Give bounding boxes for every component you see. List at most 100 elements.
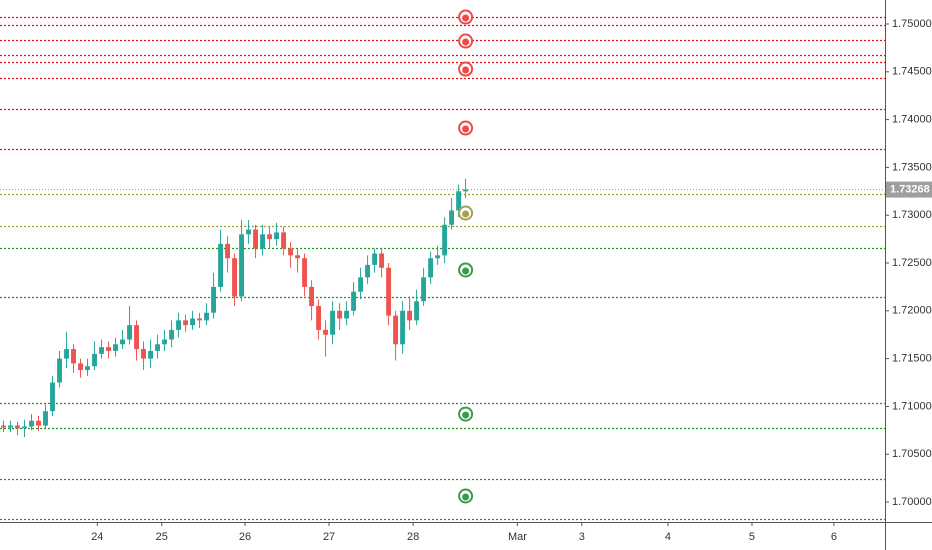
candle-body <box>183 320 188 326</box>
candle-body <box>414 301 420 321</box>
candle-body <box>379 253 385 268</box>
x-tick-label: 4 <box>665 531 671 543</box>
candle-body <box>428 258 434 278</box>
y-tick-label: 1.72500 <box>892 257 932 269</box>
candle-body <box>456 191 462 211</box>
x-tick-label: 25 <box>156 531 168 543</box>
y-tick-label: 1.73000 <box>892 209 932 221</box>
candle-body <box>8 425 13 428</box>
candle-body <box>113 344 118 351</box>
candle-body <box>442 224 448 256</box>
candle-body <box>225 243 231 259</box>
x-tick-label: 27 <box>323 531 335 543</box>
candle-body <box>351 291 357 311</box>
candle-body <box>246 229 252 235</box>
y-tick-label: 1.73500 <box>892 161 932 173</box>
candle-body <box>288 248 294 256</box>
y-tick-label: 1.74000 <box>892 114 932 126</box>
candle-body <box>120 339 125 345</box>
x-tick-label: 28 <box>407 531 419 543</box>
x-tick-label: 5 <box>749 531 755 543</box>
candle-body <box>421 277 427 302</box>
candle-body <box>330 310 336 335</box>
candle-body <box>36 420 41 426</box>
candle-body <box>449 210 455 225</box>
y-tick-label: 1.70500 <box>892 448 932 460</box>
candle-body <box>344 310 350 319</box>
candle-body <box>64 349 69 359</box>
price-label: 1.73268 <box>890 183 930 195</box>
marker-dot <box>462 125 470 133</box>
marker-dot <box>462 411 470 419</box>
y-tick-label: 1.72000 <box>892 305 932 317</box>
candle-body <box>309 286 315 307</box>
candle-body <box>232 258 238 297</box>
candle-body <box>267 234 273 240</box>
candle-body <box>274 232 280 240</box>
candle-body <box>148 350 153 359</box>
candle-body <box>393 315 399 345</box>
candle-body <box>134 325 139 350</box>
candle-body <box>323 329 329 335</box>
candle-body <box>106 347 111 351</box>
candle-body <box>190 318 195 326</box>
candle-body <box>316 306 322 330</box>
candle-body <box>365 264 371 278</box>
x-tick-label: 24 <box>91 531 103 543</box>
marker-dot <box>462 210 470 218</box>
candle-body <box>239 234 245 297</box>
candle-body <box>99 347 104 354</box>
candle-body <box>211 286 216 313</box>
candle-body <box>281 232 287 249</box>
candle-body <box>57 358 62 383</box>
candle-body <box>435 255 441 259</box>
candle-body <box>260 234 266 249</box>
candle-body <box>141 349 146 359</box>
candle-body <box>155 344 160 351</box>
marker-dot <box>462 267 470 275</box>
candle-body <box>302 258 308 287</box>
candle-body <box>50 382 55 412</box>
x-tick-label: Mar <box>508 531 527 543</box>
candle-body <box>407 310 413 321</box>
candle-body <box>197 318 202 321</box>
candle-body <box>78 363 83 371</box>
y-tick-label: 1.75000 <box>892 18 932 30</box>
marker-dot <box>462 14 470 22</box>
x-tick-label: 26 <box>239 531 251 543</box>
candle-body <box>337 310 343 319</box>
y-tick-label: 1.74500 <box>892 66 932 78</box>
candle-body <box>71 349 76 364</box>
y-tick-label: 1.70000 <box>892 496 932 508</box>
candle-body <box>295 255 301 259</box>
candle-body <box>253 229 259 249</box>
candle-body <box>386 267 392 316</box>
candle-body <box>1 425 6 428</box>
candle-body <box>176 320 181 330</box>
candle-body <box>127 325 132 340</box>
candle-body <box>43 411 48 426</box>
candle-body <box>400 310 406 345</box>
candle-body <box>92 353 97 367</box>
x-tick-label: 6 <box>831 531 837 543</box>
x-tick-label: 3 <box>579 531 585 543</box>
candle-body <box>85 366 90 371</box>
candle-body <box>22 426 27 429</box>
candle-body <box>204 312 209 321</box>
y-tick-label: 1.71000 <box>892 400 932 412</box>
price-label-box <box>886 181 932 198</box>
y-tick-label: 1.71500 <box>892 353 932 365</box>
marker-dot <box>462 38 470 46</box>
candle-body <box>218 243 224 287</box>
candle-body <box>15 425 20 429</box>
candle-body <box>372 253 378 265</box>
candle-body <box>162 339 167 345</box>
candle-body <box>463 189 469 192</box>
marker-dot <box>462 493 470 501</box>
marker-dot <box>462 66 470 74</box>
candle-body <box>29 420 34 427</box>
candle-body <box>358 277 364 292</box>
candle-body <box>169 329 174 340</box>
